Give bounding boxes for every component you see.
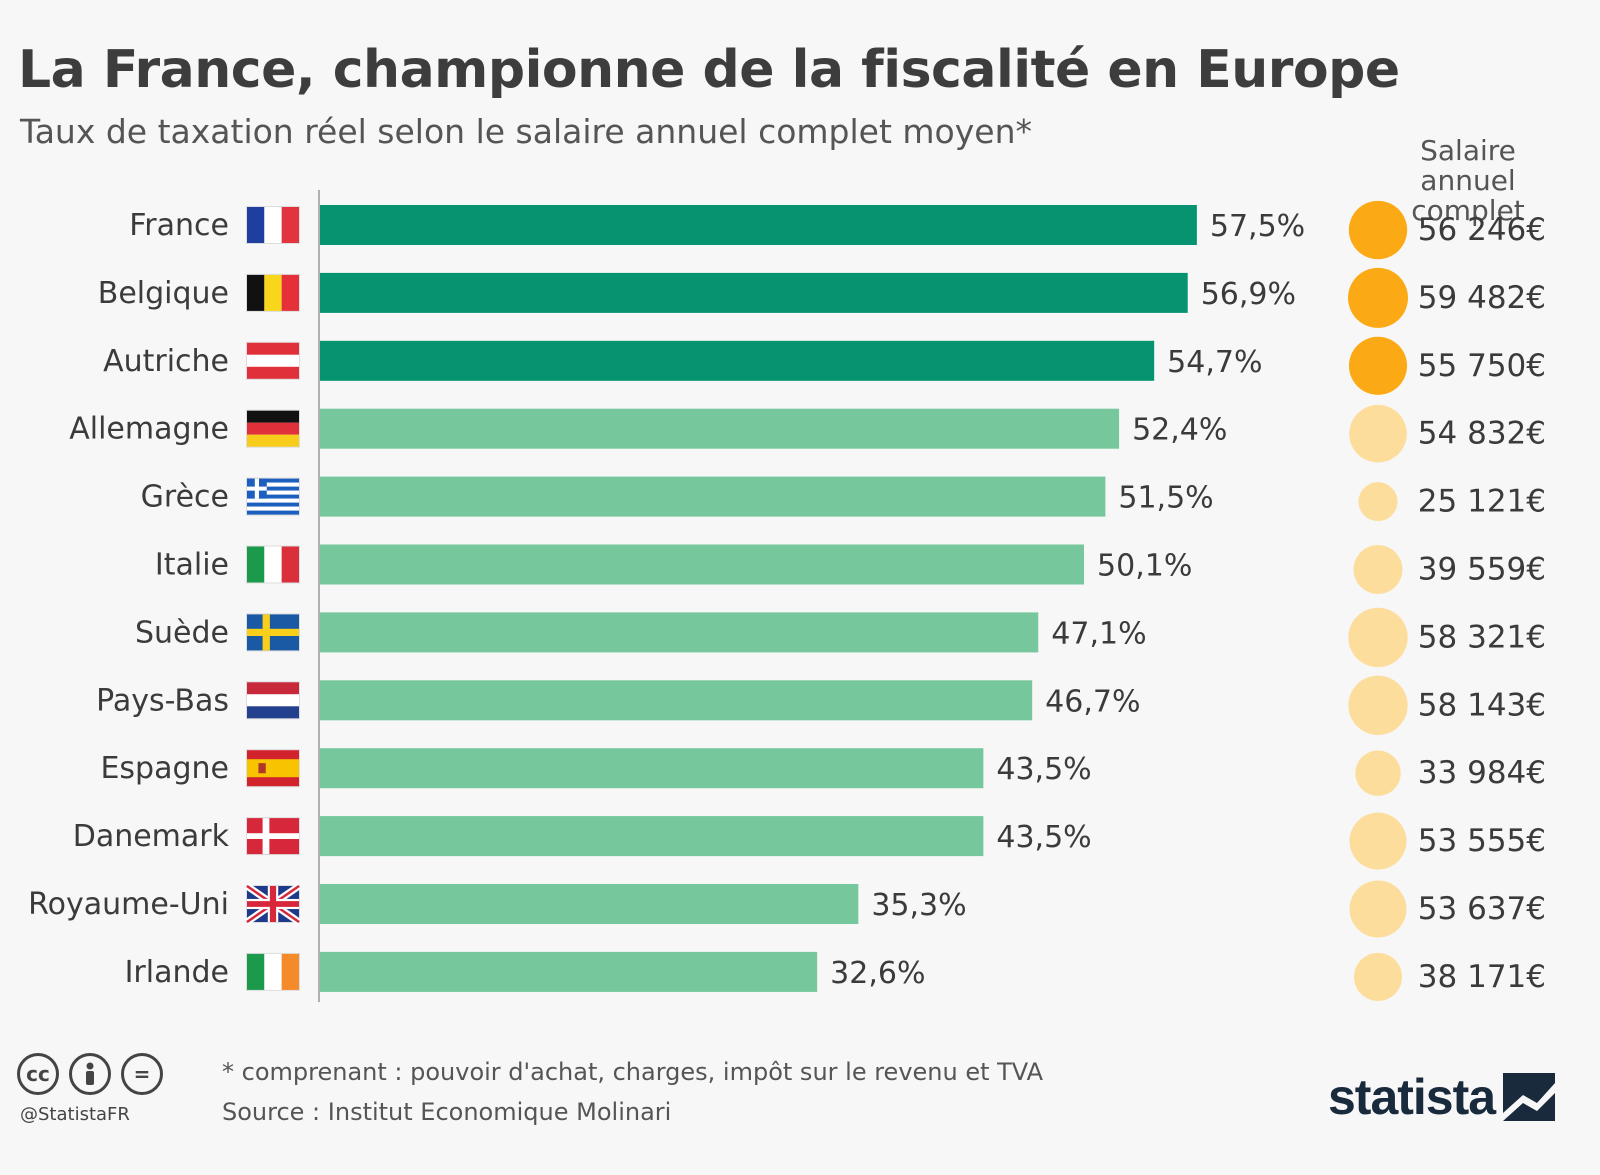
bar-value-label: 47,1% [1051, 616, 1146, 651]
salary-bubble [1348, 200, 1408, 260]
bar-value-label: 56,9% [1201, 277, 1296, 312]
bar [320, 816, 984, 857]
person-icon [86, 1062, 94, 1085]
bar [320, 612, 1039, 653]
salary-bubble [1348, 336, 1408, 395]
bar [320, 951, 818, 992]
salary-label: 25 121€ [1418, 484, 1546, 520]
salary-bubble [1353, 952, 1403, 1001]
category-label: Espagne [100, 751, 229, 786]
flag-gb-icon [245, 883, 301, 925]
bar-value-label: 46,7% [1045, 684, 1140, 719]
bar-value-label: 57,5% [1210, 209, 1305, 244]
bar [320, 205, 1197, 245]
salary-bubble [1349, 812, 1407, 870]
flag-ie-icon [246, 952, 300, 991]
bar-value-label: 35,3% [871, 888, 966, 923]
flag-it-icon [246, 545, 300, 584]
by-icon [69, 1053, 111, 1095]
category-label: Grèce [141, 480, 229, 515]
salary-label: 33 984€ [1418, 755, 1546, 791]
bar [320, 680, 1033, 721]
salary-bubble [1349, 404, 1407, 463]
nd-icon: = [121, 1053, 163, 1095]
brand-wordmark: statista [1328, 1069, 1496, 1125]
chart-title: La France, championne de la fiscalité en… [18, 40, 1400, 100]
source: Source : Institut Economique Molinari [222, 1098, 672, 1126]
flag-at-icon [246, 341, 300, 380]
statista-logo-icon [1503, 1073, 1556, 1121]
category-label: Italie [155, 548, 229, 583]
salary-label: 54 832€ [1418, 416, 1546, 452]
bar-value-label: 54,7% [1167, 345, 1262, 380]
category-label: Autriche [103, 344, 229, 379]
salary-bubble [1348, 267, 1408, 328]
footnote: * comprenant : pouvoir d'achat, charges,… [222, 1058, 1044, 1086]
cc-icon: cc [17, 1053, 59, 1095]
salary-label: 53 637€ [1418, 891, 1546, 927]
bar [320, 272, 1188, 313]
bar-value-label: 51,5% [1118, 481, 1213, 516]
flag-gr-icon [246, 477, 300, 516]
category-label: Irlande [125, 955, 229, 990]
chart-subtitle: Taux de taxation réel selon le salaire a… [20, 112, 1032, 151]
flag-dk-icon [246, 817, 300, 856]
bar-value-label: 50,1% [1097, 549, 1192, 584]
salary-label: 56 246€ [1418, 212, 1546, 248]
category-label: Suède [135, 615, 229, 650]
bar [320, 340, 1155, 381]
category-label: France [129, 208, 229, 243]
salary-label: 53 555€ [1418, 823, 1546, 859]
license-icons: cc = [17, 1053, 163, 1095]
category-label: Pays-Bas [96, 683, 229, 718]
salary-label: 58 321€ [1418, 619, 1546, 655]
statista-logo: statista [1328, 1068, 1556, 1126]
bar [320, 884, 859, 924]
salary-bubble [1348, 607, 1408, 668]
salary-label: 58 143€ [1418, 687, 1546, 723]
category-label: Allemagne [69, 412, 229, 447]
flag-nl-icon [246, 681, 300, 720]
category-label: Royaume-Uni [28, 887, 229, 922]
salary-label: 39 559€ [1418, 552, 1546, 588]
bar-value-label: 43,5% [996, 752, 1091, 787]
bar [320, 476, 1106, 517]
bar [320, 748, 984, 789]
flag-be-icon [246, 273, 300, 312]
salary-label: 55 750€ [1418, 348, 1546, 384]
salary-bubble [1355, 750, 1401, 796]
statista-handle: @StatistaFR [20, 1104, 130, 1125]
salary-bubble [1349, 880, 1407, 938]
flag-de-icon [246, 409, 300, 448]
category-label: Danemark [73, 819, 230, 854]
bar [320, 408, 1120, 449]
salary-bubble [1348, 675, 1408, 735]
category-label: Belgique [98, 276, 229, 311]
flag-se-icon [246, 613, 300, 652]
salary-bubble [1358, 482, 1398, 522]
bar-value-label: 43,5% [996, 820, 1091, 855]
salary-column-heading: Salaire annuel complet [1411, 134, 1525, 227]
bar-chart: France 57,5% 56 246€ Belgique 56,9% 59 482€ Au… [28, 190, 1546, 1002]
bar [320, 544, 1085, 585]
flag-es-icon [246, 749, 300, 788]
salary-label: 38 171€ [1418, 959, 1546, 995]
bar-value-label: 32,6% [830, 956, 925, 991]
salary-bubble [1353, 545, 1403, 594]
bar-value-label: 52,4% [1132, 413, 1227, 448]
flag-fr-icon [246, 206, 300, 244]
salary-label: 59 482€ [1418, 280, 1546, 316]
